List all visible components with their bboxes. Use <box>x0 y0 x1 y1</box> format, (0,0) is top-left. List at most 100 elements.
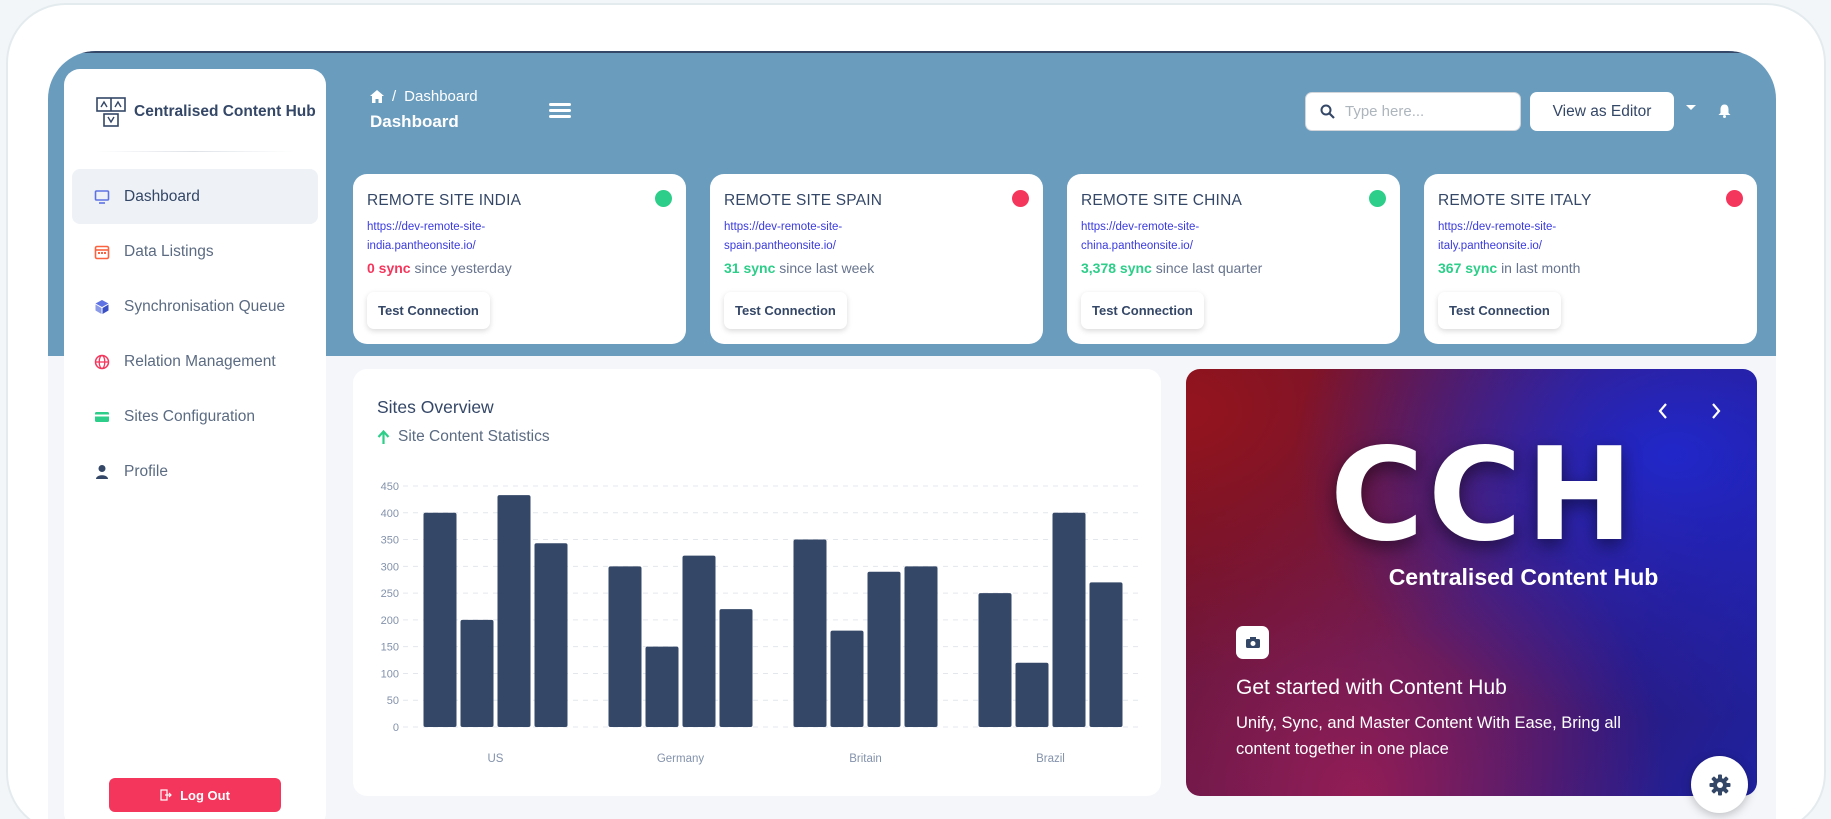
chart-bar <box>719 609 753 727</box>
y-tick-label: 200 <box>381 615 399 627</box>
x-tick-label: Brazil <box>1036 753 1065 765</box>
brand-name: Centralised Content Hub <box>134 103 316 120</box>
monitor-icon <box>94 189 110 205</box>
site-card-india: REMOTE SITE INDIA https://dev-remote-sit… <box>353 174 686 344</box>
chart-bar <box>460 619 494 727</box>
test-connection-button[interactable]: Test Connection <box>1081 292 1204 329</box>
test-connection-button[interactable]: Test Connection <box>724 292 847 329</box>
y-tick-label: 100 <box>381 668 399 680</box>
sidebar-item-synchronisation-queue[interactable]: Synchronisation Queue <box>72 279 318 334</box>
site-url[interactable]: https://dev-remote-site-china.pantheonsi… <box>1081 221 1200 252</box>
test-connection-button[interactable]: Test Connection <box>1438 292 1561 329</box>
search-input[interactable] <box>1345 103 1505 120</box>
site-card-spain: REMOTE SITE SPAIN https://dev-remote-sit… <box>710 174 1043 344</box>
chart-bar <box>1089 582 1123 727</box>
y-tick-label: 150 <box>381 642 399 654</box>
box-icon <box>94 299 110 315</box>
chart-bar <box>793 539 827 727</box>
sidebar-item-label: Profile <box>124 462 168 480</box>
chart-bar <box>867 571 901 727</box>
y-tick-label: 450 <box>381 481 399 493</box>
sidebar-item-dashboard[interactable]: Dashboard <box>72 169 318 224</box>
chart-bar <box>423 512 457 727</box>
brand[interactable]: Centralised Content Hub <box>96 97 316 127</box>
chart-title: Sites Overview <box>377 397 494 417</box>
user-icon <box>94 464 110 480</box>
status-dot <box>655 190 672 207</box>
site-title: REMOTE SITE CHINA <box>1081 192 1242 209</box>
promo-logo-subtitle: Centralised Content Hub <box>1388 564 1659 590</box>
site-card-china: REMOTE SITE CHINA https://dev-remote-sit… <box>1067 174 1400 344</box>
gear-icon <box>1709 774 1730 795</box>
x-tick-label: US <box>488 753 504 765</box>
sync-status: 0 sync since yesterday <box>367 260 512 276</box>
test-connection-button[interactable]: Test Connection <box>367 292 490 329</box>
sidebar-item-data-listings[interactable]: Data Listings <box>72 224 318 279</box>
chart-bar <box>534 543 568 727</box>
chart-bar <box>978 593 1012 727</box>
sidebar-item-label: Sites Configuration <box>124 407 255 425</box>
breadcrumb-current[interactable]: Dashboard <box>404 88 478 105</box>
chart-bar <box>682 555 716 727</box>
site-url[interactable]: https://dev-remote-site-spain.pantheonsi… <box>724 221 843 252</box>
divider <box>94 151 294 152</box>
x-tick-label: Germany <box>657 753 705 765</box>
globe-icon <box>94 354 110 370</box>
chart-bar <box>645 646 679 727</box>
sync-status: 3,378 sync since last quarter <box>1081 260 1263 276</box>
search-box[interactable] <box>1305 92 1521 131</box>
sidebar: Centralised Content Hub Dashboard Data L… <box>64 69 326 819</box>
site-title: REMOTE SITE INDIA <box>367 192 522 209</box>
chevron-left-icon[interactable] <box>1657 402 1669 420</box>
chart-bar <box>1015 662 1049 727</box>
sidebar-nav: Dashboard Data Listings Synchronisation … <box>72 169 318 499</box>
x-tick-label: Britain <box>849 753 882 765</box>
sidebar-item-label: Data Listings <box>124 242 214 260</box>
promo-title: Get started with Content Hub <box>1236 676 1507 699</box>
y-tick-label: 300 <box>381 561 399 573</box>
home-icon[interactable] <box>370 90 384 103</box>
y-tick-label: 0 <box>393 722 399 734</box>
logout-button[interactable]: Log Out <box>109 778 281 812</box>
status-dot <box>1012 190 1029 207</box>
calendar-icon <box>94 244 110 260</box>
page-title: Dashboard <box>370 112 459 131</box>
site-title: REMOTE SITE ITALY <box>1438 192 1592 209</box>
y-tick-label: 350 <box>381 535 399 547</box>
chart-bar <box>497 495 531 727</box>
status-dot <box>1369 190 1386 207</box>
chevron-down-icon[interactable] <box>1686 105 1696 110</box>
chart-subtitle-text: Site Content Statistics <box>398 428 550 445</box>
site-url[interactable]: https://dev-remote-site-italy.pantheonsi… <box>1438 221 1557 252</box>
status-dot <box>1726 190 1743 207</box>
chart-bar <box>904 566 938 727</box>
sidebar-item-profile[interactable]: Profile <box>72 444 318 499</box>
sidebar-item-label: Synchronisation Queue <box>124 297 286 315</box>
bell-icon[interactable] <box>1718 104 1731 118</box>
site-url[interactable]: https://dev-remote-site-india.pantheonsi… <box>367 221 486 252</box>
arrow-up-icon <box>377 429 390 444</box>
view-as-editor-button[interactable]: View as Editor <box>1530 92 1674 131</box>
y-tick-label: 50 <box>387 695 399 707</box>
sidebar-item-sites-configuration[interactable]: Sites Configuration <box>72 389 318 444</box>
sites-overview-card: 0 50 100 150 200 250 300 350 400 450 US Germany Brit… <box>353 369 1161 796</box>
chevron-right-icon[interactable] <box>1710 402 1722 420</box>
promo-carousel: CCH Centralised Content Hub Get started … <box>1186 369 1757 796</box>
menu-toggle-icon[interactable] <box>549 103 571 119</box>
bar-chart: 0 50 100 150 200 250 300 350 400 450 US Germany Brit… <box>381 481 1143 765</box>
settings-button[interactable] <box>1691 756 1748 813</box>
breadcrumb: / Dashboard <box>370 88 478 105</box>
card-icon <box>94 409 110 425</box>
sidebar-item-label: Relation Management <box>124 352 276 370</box>
promo-text: Unify, Sync, and Master Content With Eas… <box>1236 714 1621 758</box>
hub-logo-icon <box>96 97 126 127</box>
sidebar-item-relation-management[interactable]: Relation Management <box>72 334 318 389</box>
logout-icon <box>160 789 172 801</box>
site-title: REMOTE SITE SPAIN <box>724 192 883 209</box>
y-tick-label: 250 <box>381 588 399 600</box>
chart-bar <box>1052 512 1086 727</box>
logout-label: Log Out <box>180 787 230 803</box>
search-icon <box>1320 104 1335 119</box>
sidebar-item-label: Dashboard <box>124 187 200 205</box>
camera-icon <box>1236 626 1269 659</box>
